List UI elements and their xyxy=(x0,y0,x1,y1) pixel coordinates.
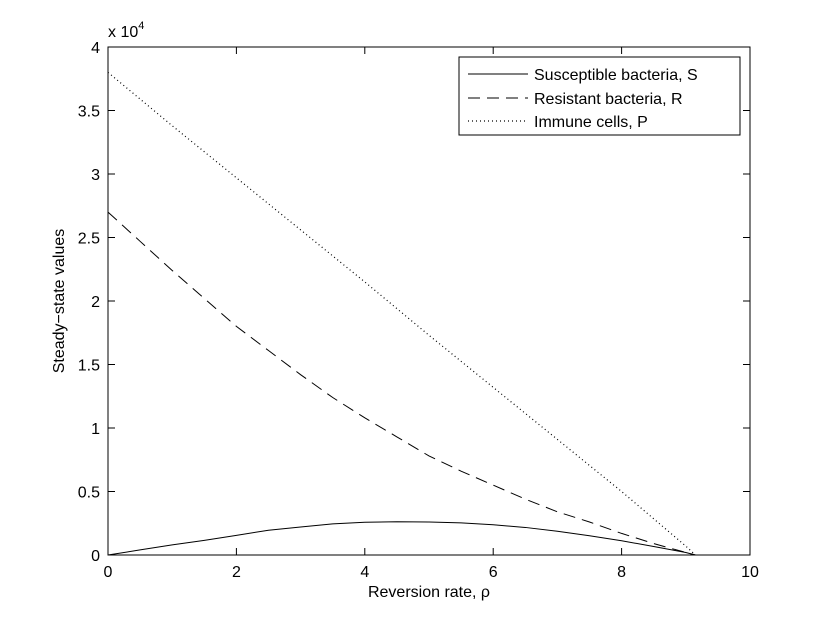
legend-label-susceptible: Susceptible bacteria, S xyxy=(534,67,698,84)
legend-box xyxy=(458,56,741,136)
series-line-resistant xyxy=(107,211,696,556)
series-layer xyxy=(107,71,696,556)
legend: Susceptible bacteria, S Resistant bacter… xyxy=(458,56,741,136)
x-tick-label: 2 xyxy=(232,564,241,581)
y-tick-label: 1 xyxy=(91,421,100,438)
y-tick-label: 3.5 xyxy=(78,104,100,121)
y-tick-label: 0.5 xyxy=(78,485,100,502)
y-tick-label: 0 xyxy=(91,548,100,565)
series-line-susceptible xyxy=(107,521,696,556)
y-tick-label: 4 xyxy=(91,40,100,57)
y-tick-label: 2.5 xyxy=(78,231,100,248)
legend-label-immune: Immune cells, P xyxy=(534,114,648,131)
x-tick-label: 4 xyxy=(360,564,369,581)
x-tick-label: 0 xyxy=(104,564,113,581)
y-multiplier-base: x 10 xyxy=(108,24,138,41)
y-tick-label: 1.5 xyxy=(78,358,100,375)
y-axis-label: Steady−state values xyxy=(51,229,68,374)
y-multiplier-exponent: 4 xyxy=(138,20,144,32)
x-tick-label: 8 xyxy=(617,564,626,581)
y-axis-multiplier: x 104 xyxy=(108,20,144,41)
x-axis-label: Reversion rate, ρ xyxy=(368,584,490,601)
x-axis-ticks: 0 2 4 6 8 10 xyxy=(104,47,759,581)
x-tick-label: 6 xyxy=(489,564,498,581)
y-tick-label: 3 xyxy=(91,167,100,184)
legend-label-resistant: Resistant bacteria, R xyxy=(534,91,683,108)
y-tick-label: 2 xyxy=(91,294,100,311)
x-tick-label: 10 xyxy=(741,564,759,581)
